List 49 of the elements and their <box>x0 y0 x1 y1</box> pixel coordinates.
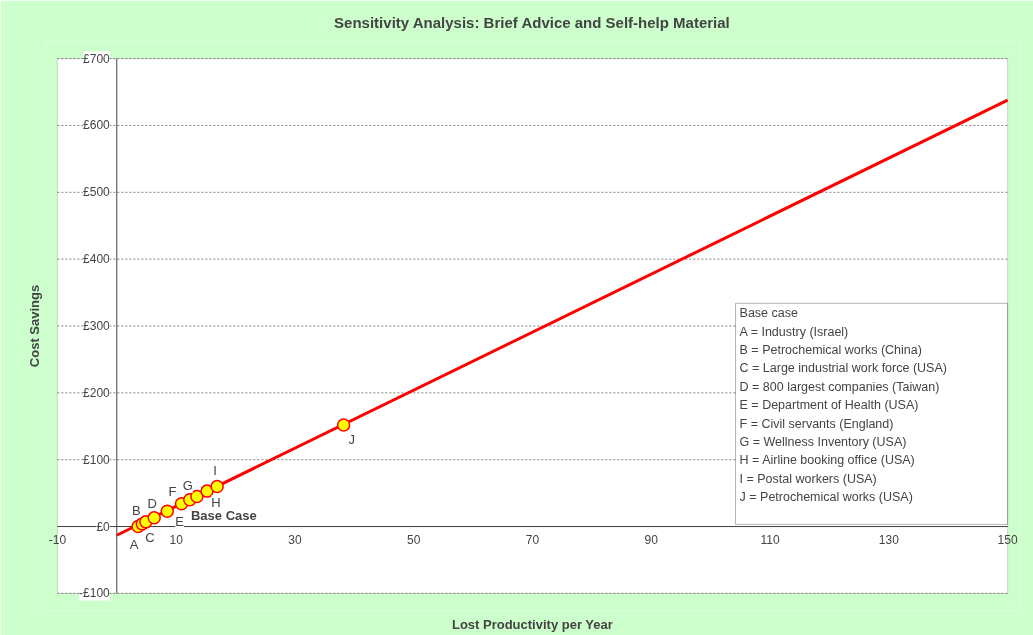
annotation: Base Case <box>190 508 257 524</box>
annotation: Base case <box>739 306 798 321</box>
x-tick-label: 150 <box>997 532 1018 547</box>
annotation: E <box>175 514 185 530</box>
annotation: F <box>168 483 177 499</box>
y-tick-label: £600 <box>83 118 111 133</box>
annotation: H <box>211 495 221 511</box>
y-tick-label: £500 <box>83 185 111 200</box>
x-tick-label: 110 <box>760 532 780 547</box>
chart-title: Sensitivity Analysis: Brief Advice and Self-help Material <box>334 13 730 31</box>
annotation: D = 800 largest companies (Taiwan) <box>739 379 940 394</box>
annotation: C <box>145 529 155 545</box>
x-tick-label: 90 <box>644 532 659 547</box>
y-tick-label: £0 <box>96 519 111 534</box>
annotation: G = Wellness Inventory (USA) <box>739 435 907 450</box>
y-tick-label: £400 <box>83 252 111 267</box>
annotation: I = Postal workers (USA) <box>739 471 877 486</box>
annotation: J <box>348 431 355 447</box>
point <box>336 418 351 432</box>
x-tick-label: 130 <box>878 532 900 547</box>
x-axis-title: Lost Productivity per Year <box>451 616 613 632</box>
annotation: A <box>129 536 139 552</box>
y-axis-title: Cost Savings <box>26 284 42 368</box>
y-tick-label: -£100 <box>79 586 111 601</box>
annotation: C = Large industrial work force (USA) <box>739 361 947 376</box>
x-tick-label: 70 <box>525 532 540 547</box>
y-tick-label: £200 <box>83 385 111 400</box>
annotation: F = Civil servants (England) <box>739 416 894 431</box>
annotation: B <box>131 502 141 518</box>
annotation: B = Petrochemical works (China) <box>739 343 922 358</box>
x-tick-label: 30 <box>288 532 302 547</box>
annotation: H = Airline booking office (USA) <box>739 453 915 468</box>
annotation: I <box>213 463 217 479</box>
y-tick-label: £300 <box>83 319 111 333</box>
point <box>190 489 204 504</box>
y-tick-label: £100 <box>83 452 111 467</box>
x-tick-label: -10 <box>48 532 67 547</box>
annotation: A = Industry (Israel) <box>739 324 849 339</box>
annotation: G <box>182 477 193 493</box>
point <box>147 511 161 525</box>
annotation: J = Petrochemical works (USA) <box>739 490 913 505</box>
point <box>210 479 224 494</box>
annotation: E = Department of Health (USA) <box>739 398 919 413</box>
annotation: D <box>147 495 157 511</box>
y-tick-label: £700 <box>83 51 111 66</box>
point <box>200 484 214 498</box>
point <box>160 504 174 518</box>
x-tick-label: 10 <box>169 532 184 547</box>
x-tick-label: 50 <box>407 532 421 547</box>
